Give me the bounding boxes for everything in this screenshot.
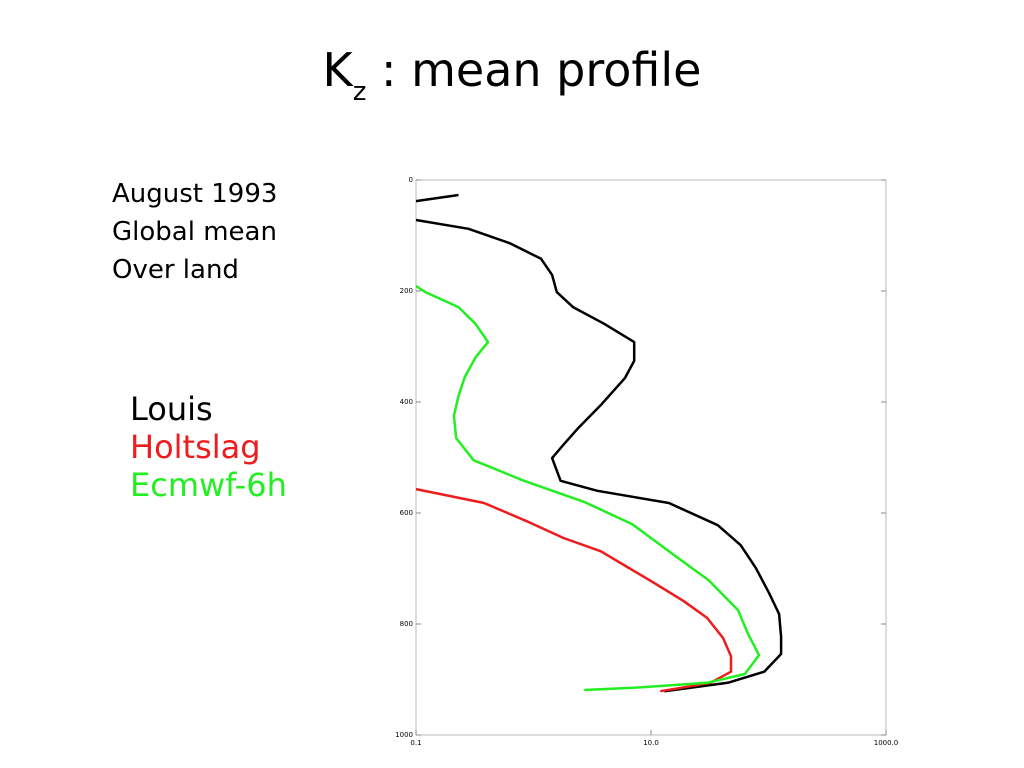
annotations: August 1993 Global mean Over land — [112, 179, 277, 285]
y-tick-label: 400 — [400, 398, 413, 406]
y-tick-label: 800 — [400, 620, 413, 628]
y-tick-label: 1000 — [395, 731, 413, 739]
x-tick-label: 1000.0 — [874, 739, 899, 747]
profile-line — [415, 487, 733, 693]
y-tick-label: 600 — [400, 509, 413, 517]
annotation: August 1993 — [112, 179, 277, 209]
legend-entry: Louis — [130, 390, 213, 428]
x-tick-label: 0.1 — [410, 739, 421, 747]
plot-frame — [415, 179, 887, 736]
legend-entry: Ecmwf-6h — [130, 466, 287, 504]
y-tick-label: 0 — [409, 176, 413, 184]
slide-title: Kz : mean profile — [323, 43, 702, 107]
title-rest: : mean profile — [366, 43, 701, 97]
profile-line — [415, 193, 783, 693]
x-tick-label: 10.0 — [643, 739, 659, 747]
profile-line — [415, 284, 761, 692]
y-tick-label: 200 — [400, 287, 413, 295]
title-main: K — [323, 43, 355, 97]
annotation: Global mean — [112, 217, 277, 247]
title-subscript: z — [353, 77, 367, 107]
legend-entry: Holtslag — [130, 428, 261, 466]
annotation: Over land — [112, 255, 239, 285]
